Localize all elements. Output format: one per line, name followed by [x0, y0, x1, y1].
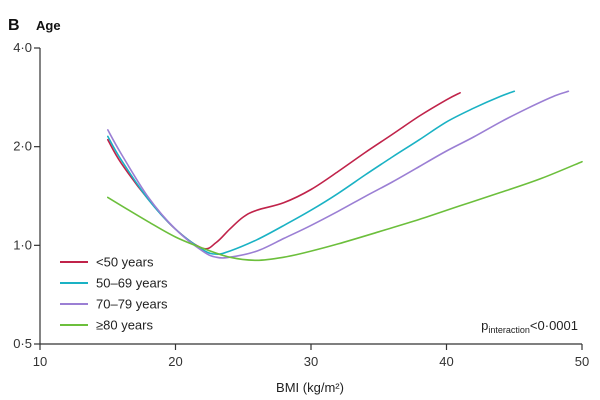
panel-label: B	[8, 17, 20, 34]
x-axis-label: BMI (kg/m²)	[276, 380, 344, 395]
y-tick-label: 2·0	[13, 139, 32, 154]
series-line-3	[107, 90, 570, 259]
x-tick-label: 50	[575, 354, 589, 369]
legend-label: 50–69 years	[96, 276, 168, 291]
p-subscript: interaction	[488, 325, 530, 335]
y-tick-label: 1·0	[13, 237, 32, 252]
p-value: <0·0001	[530, 318, 578, 333]
legend: <50 years 50–69 years 70–79 years ≥80 years	[60, 255, 168, 333]
p-symbol: p	[481, 318, 488, 333]
series-lines	[107, 90, 583, 262]
chart-title: Age	[36, 18, 61, 33]
legend-label: <50 years	[96, 255, 154, 270]
legend-label: 70–79 years	[96, 297, 168, 312]
legend-label: ≥80 years	[96, 318, 153, 333]
x-tick-label: 40	[439, 354, 453, 369]
series-line-2	[107, 90, 516, 255]
series-line-4	[107, 160, 583, 262]
axis-ticks: 10 20 30 40 50 0·5 1·0 2·0 4·0	[13, 40, 589, 369]
y-tick-label: 0·5	[13, 336, 32, 351]
y-tick-label: 4·0	[13, 40, 32, 55]
x-tick-label: 10	[33, 354, 47, 369]
p-interaction-annotation: pinteraction<0·0001	[481, 318, 578, 335]
x-tick-label: 20	[168, 354, 182, 369]
x-tick-label: 30	[304, 354, 318, 369]
